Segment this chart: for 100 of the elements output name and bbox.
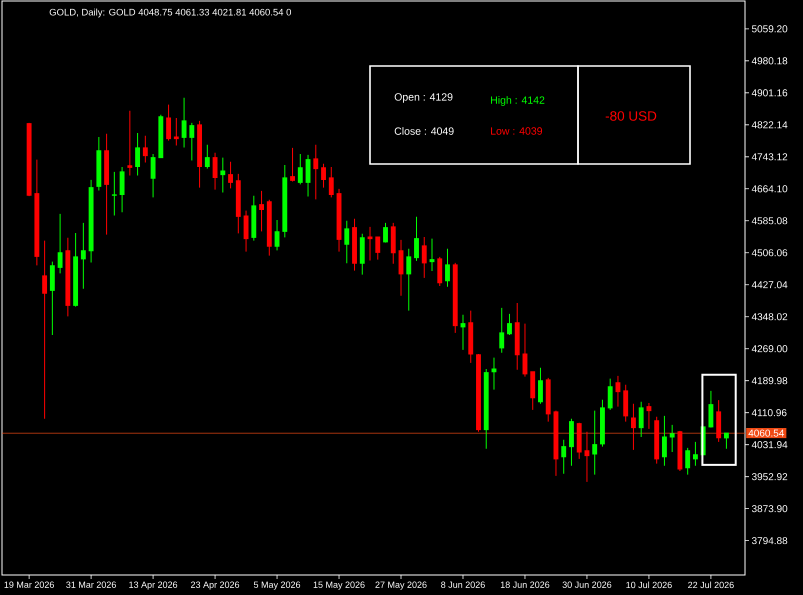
ref-line-label: 4060.54 bbox=[748, 430, 784, 437]
candlestick bbox=[600, 399, 605, 448]
y-tick-label: 3873.90 bbox=[752, 505, 788, 512]
candlestick bbox=[554, 410, 558, 476]
candlestick bbox=[236, 173, 241, 234]
candlestick bbox=[623, 384, 628, 422]
candlestick bbox=[685, 447, 690, 476]
text: GOLD, Daily: GOLD 4048.75 4061.33 4021.81 4060.54 0 bbox=[50, 8, 292, 18]
candlestick bbox=[422, 236, 427, 278]
y-tick-label: 4743.12 bbox=[752, 153, 788, 160]
candlestick bbox=[135, 132, 140, 176]
candlestick bbox=[306, 154, 310, 198]
candlestick bbox=[360, 233, 365, 276]
x-tick-label: 13 Apr 2026 bbox=[129, 582, 178, 590]
annotation: High : 4142 bbox=[491, 96, 544, 106]
candlestick bbox=[538, 367, 543, 404]
candlestick bbox=[150, 154, 156, 198]
candlestick bbox=[654, 416, 660, 464]
annotation: -80 USD bbox=[606, 111, 656, 121]
candlestick bbox=[584, 431, 590, 482]
candlestick bbox=[437, 256, 442, 286]
candlestick bbox=[182, 97, 187, 148]
candlestick bbox=[576, 422, 582, 460]
candlestick bbox=[142, 135, 148, 164]
candlestick bbox=[708, 390, 714, 428]
candlestick bbox=[398, 239, 404, 296]
candlestick bbox=[321, 163, 326, 188]
candlestick bbox=[80, 222, 86, 290]
candlestick bbox=[499, 307, 504, 354]
candlestick bbox=[336, 188, 342, 252]
x-tick-label: 27 May 2026 bbox=[375, 582, 427, 590]
x-tick-label: 15 May 2026 bbox=[314, 582, 365, 590]
annotation: Open : 4129 bbox=[394, 93, 452, 103]
y-tick-label: 5059.20 bbox=[752, 25, 788, 32]
y-tick-label: 4189.98 bbox=[752, 377, 788, 384]
candlestick bbox=[266, 199, 272, 256]
candlestick bbox=[189, 122, 194, 161]
candlestick bbox=[670, 424, 675, 452]
candlestick bbox=[328, 166, 334, 198]
candlestick bbox=[414, 216, 419, 262]
candlestick bbox=[646, 402, 652, 430]
candlestick bbox=[514, 302, 520, 370]
candlestick bbox=[212, 152, 218, 190]
candlestick bbox=[375, 236, 380, 260]
candlestick bbox=[228, 161, 233, 189]
candlestick bbox=[390, 222, 396, 264]
x-tick-label: 23 Apr 2026 bbox=[191, 582, 240, 590]
candlestick bbox=[120, 166, 125, 213]
y-tick-label: 4980.18 bbox=[752, 57, 788, 64]
x-tick-label: 10 Jul 2026 bbox=[626, 582, 672, 588]
x-tick-label: 19 Mar 2026 bbox=[4, 582, 54, 588]
candlestick bbox=[430, 238, 434, 272]
candlestick bbox=[158, 114, 164, 158]
candlestick bbox=[282, 164, 288, 238]
candlestick bbox=[616, 375, 620, 408]
candlestick bbox=[290, 147, 295, 182]
candlestick bbox=[204, 144, 210, 170]
y-tick-label: 4585.08 bbox=[752, 217, 788, 224]
candlestick bbox=[251, 195, 256, 242]
candlestick bbox=[522, 323, 528, 378]
candlestick bbox=[259, 190, 264, 232]
candlestick bbox=[220, 157, 226, 193]
candlestick bbox=[507, 313, 512, 336]
candlestick bbox=[88, 179, 94, 263]
candlestick bbox=[26, 122, 32, 197]
y-tick-label: 3952.92 bbox=[752, 473, 788, 480]
candlestick bbox=[127, 110, 132, 176]
y-tick-label: 4110.96 bbox=[752, 409, 787, 416]
y-tick-label: 4031.94 bbox=[752, 441, 788, 448]
x-tick-label: 30 Jun 2026 bbox=[562, 582, 612, 588]
candlestick bbox=[592, 410, 598, 476]
candlestick bbox=[468, 310, 474, 364]
candlestick bbox=[174, 117, 179, 146]
candlestick bbox=[104, 133, 110, 236]
candlestick bbox=[716, 400, 722, 442]
x-tick-label: 8 Jun 2026 bbox=[441, 582, 485, 588]
candlestick bbox=[166, 104, 172, 142]
candlestick bbox=[530, 371, 536, 410]
candlestick bbox=[197, 120, 202, 188]
x-tick-label: 5 May 2026 bbox=[254, 582, 300, 590]
candlestick bbox=[546, 377, 551, 422]
x-tick-label: 31 Mar 2026 bbox=[66, 582, 116, 588]
y-tick-label: 4269.00 bbox=[752, 345, 788, 352]
y-tick-label: 3794.88 bbox=[752, 537, 788, 544]
candlestick bbox=[677, 430, 682, 472]
candlestick bbox=[492, 357, 496, 390]
candlestick bbox=[313, 144, 318, 200]
x-tick-label: 22 Jul 2026 bbox=[688, 582, 734, 588]
candlestick bbox=[34, 159, 40, 266]
candlestick bbox=[724, 432, 729, 450]
candlestick bbox=[476, 353, 481, 432]
y-tick-label: 4506.06 bbox=[752, 249, 788, 256]
candlestick bbox=[73, 232, 78, 308]
candlestick bbox=[484, 368, 489, 450]
candlestick bbox=[692, 441, 698, 466]
candlestick bbox=[96, 136, 102, 191]
candlestick bbox=[65, 237, 70, 317]
y-tick-label: 4427.04 bbox=[752, 281, 788, 288]
candlestick bbox=[561, 439, 566, 474]
candlestick bbox=[452, 262, 458, 334]
